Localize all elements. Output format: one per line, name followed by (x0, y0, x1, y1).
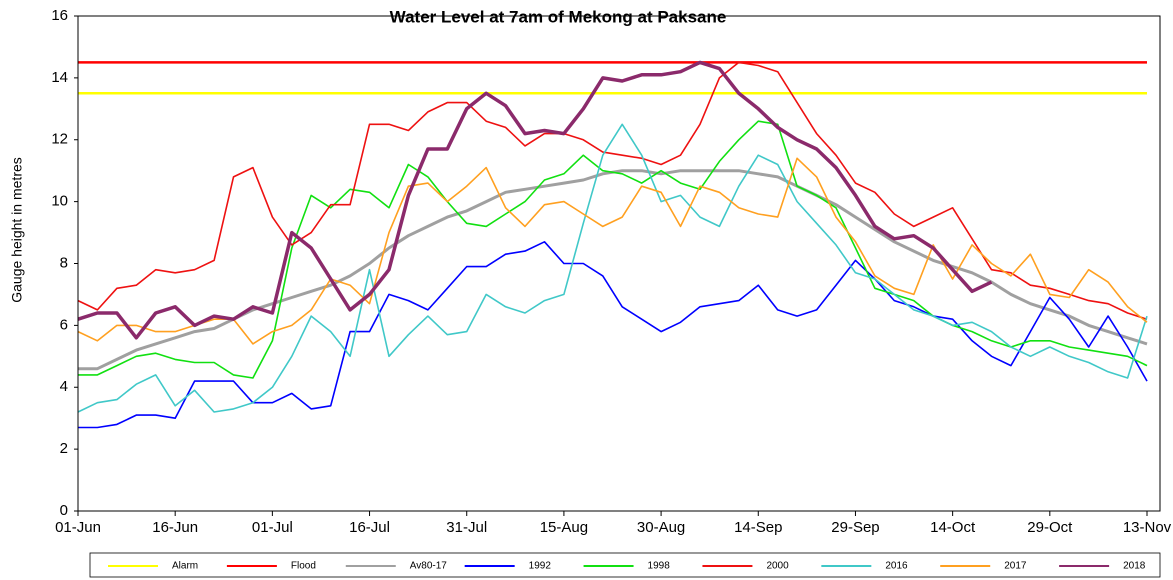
y-tick-label: 14 (51, 69, 68, 86)
legend-label: 1998 (648, 561, 671, 572)
series-line (78, 241, 1148, 429)
series-line (78, 120, 1148, 379)
x-tick-label: 30-Aug (637, 519, 685, 536)
x-tick-label: 15-Aug (540, 519, 588, 536)
legend-label: 1992 (529, 561, 552, 572)
legend-label: 2016 (885, 561, 908, 572)
x-tick-label: 29-Sep (831, 519, 879, 536)
legend-label: 2000 (766, 561, 789, 572)
x-tick-label: 13-Nov (1123, 519, 1172, 536)
y-tick-label: 6 (60, 316, 68, 333)
plot-frame (77, 15, 1161, 512)
y-tick-label: 4 (60, 378, 68, 395)
series-line (77, 123, 1148, 413)
y-tick-label: 8 (60, 254, 68, 271)
legend-box (89, 552, 1161, 578)
series-line (77, 157, 1148, 345)
x-tick-label: 14-Sep (734, 519, 782, 536)
y-tick-label: 2 (60, 440, 68, 457)
legend-label: Flood (291, 561, 316, 572)
x-tick-label: 31-Jul (446, 519, 487, 536)
x-tick-label: 14-Oct (930, 519, 976, 536)
legend-label: 2018 (1123, 561, 1146, 572)
legend-label: Av80-17 (410, 561, 448, 572)
series-line (77, 61, 1148, 320)
x-tick-label: 16-Jul (349, 519, 390, 536)
x-tick-label: 01-Jul (252, 519, 293, 536)
x-tick-label: 01-Jun (55, 519, 101, 536)
legend-label: 2017 (1004, 561, 1027, 572)
y-tick-label: 0 (60, 502, 68, 519)
legend-label: Alarm (172, 561, 198, 572)
y-tick-label: 12 (51, 131, 68, 148)
y-axis-label: Gauge height in metres (9, 157, 25, 303)
x-tick-label: 16-Jun (152, 519, 198, 536)
y-tick-label: 10 (51, 193, 68, 210)
y-tick-label: 16 (51, 7, 68, 24)
chart-title: Water Level at 7am of Mekong at Paksane (390, 7, 727, 26)
series-line (77, 60, 993, 340)
x-tick-label: 29-Oct (1027, 519, 1073, 536)
